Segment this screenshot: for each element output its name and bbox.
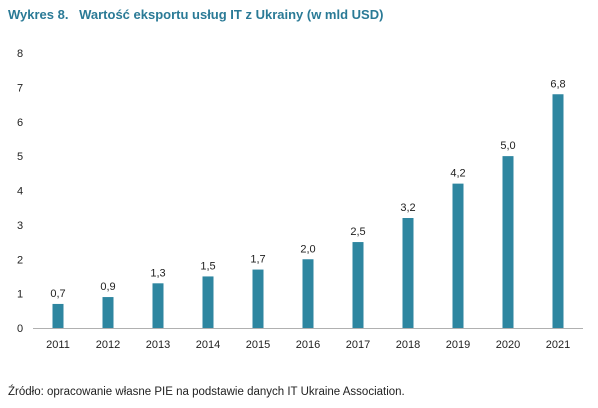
data-label-2011: 0,7	[50, 288, 65, 300]
x-tick-label-2011: 2011	[46, 339, 70, 351]
data-label-2014: 1,5	[200, 260, 215, 272]
bar-2019	[452, 183, 464, 328]
bar-2012	[102, 297, 114, 328]
x-axis-ticks: 2011 2012 2013 2014 2015 2016 2017 2018 2019 2020…	[46, 339, 570, 351]
chart-title-text: Wartość eksportu usług IT z Ukrainy (w m…	[79, 7, 384, 22]
x-tick-label-2021: 2021	[546, 339, 570, 351]
y-tick-label: 4	[17, 186, 23, 198]
data-label-2013: 1,3	[150, 267, 165, 279]
bar-2011	[52, 303, 64, 328]
y-tick-label: 3	[17, 220, 23, 232]
bars-group: 0,7 0,9 1,3 1,5 1,7 2,0 2,5 3,2 4,2 5,0 6,8	[50, 78, 566, 328]
x-tick-label-2018: 2018	[396, 339, 420, 351]
y-tick-label: 8	[17, 48, 23, 60]
y-tick-label: 0	[17, 323, 23, 335]
y-tick-label: 2	[17, 254, 23, 266]
chart-title: Wykres 8. Wartość eksportu usług IT z Uk…	[8, 7, 383, 22]
x-tick-label-2019: 2019	[446, 339, 470, 351]
data-label-2020: 5,0	[500, 140, 515, 152]
x-tick-label-2015: 2015	[246, 339, 270, 351]
bar-2016	[302, 259, 314, 328]
x-tick-label-2012: 2012	[96, 339, 120, 351]
bar-2018	[402, 218, 414, 328]
y-tick-label: 1	[17, 289, 23, 301]
x-tick-label-2016: 2016	[296, 339, 320, 351]
data-label-2016: 2,0	[300, 243, 315, 255]
chart-title-prefix: Wykres 8.	[8, 7, 69, 22]
data-label-2018: 3,2	[400, 202, 415, 214]
data-label-2021: 6,8	[550, 78, 565, 90]
y-tick-label: 7	[17, 82, 23, 94]
bar-2015	[252, 269, 264, 328]
bar-2014	[202, 276, 214, 328]
bar-2021	[552, 94, 564, 328]
source-note: Źródło: opracowanie własne PIE na podsta…	[8, 386, 405, 398]
bar-2017	[352, 242, 364, 328]
data-label-2015: 1,7	[250, 254, 265, 266]
y-tick-label: 6	[17, 117, 23, 129]
data-label-2019: 4,2	[450, 168, 465, 180]
x-tick-label-2013: 2013	[146, 339, 170, 351]
data-label-2012: 0,9	[100, 281, 115, 293]
x-tick-label-2014: 2014	[196, 339, 220, 351]
x-tick-label-2017: 2017	[346, 339, 370, 351]
data-label-2017: 2,5	[350, 226, 365, 238]
y-tick-label: 5	[17, 151, 23, 163]
x-tick-label-2020: 2020	[496, 339, 520, 351]
y-axis-ticks: 0 1 2 3 4 5 6 7 8	[17, 48, 23, 335]
bar-2013	[152, 283, 164, 328]
bar-2020	[502, 156, 514, 328]
